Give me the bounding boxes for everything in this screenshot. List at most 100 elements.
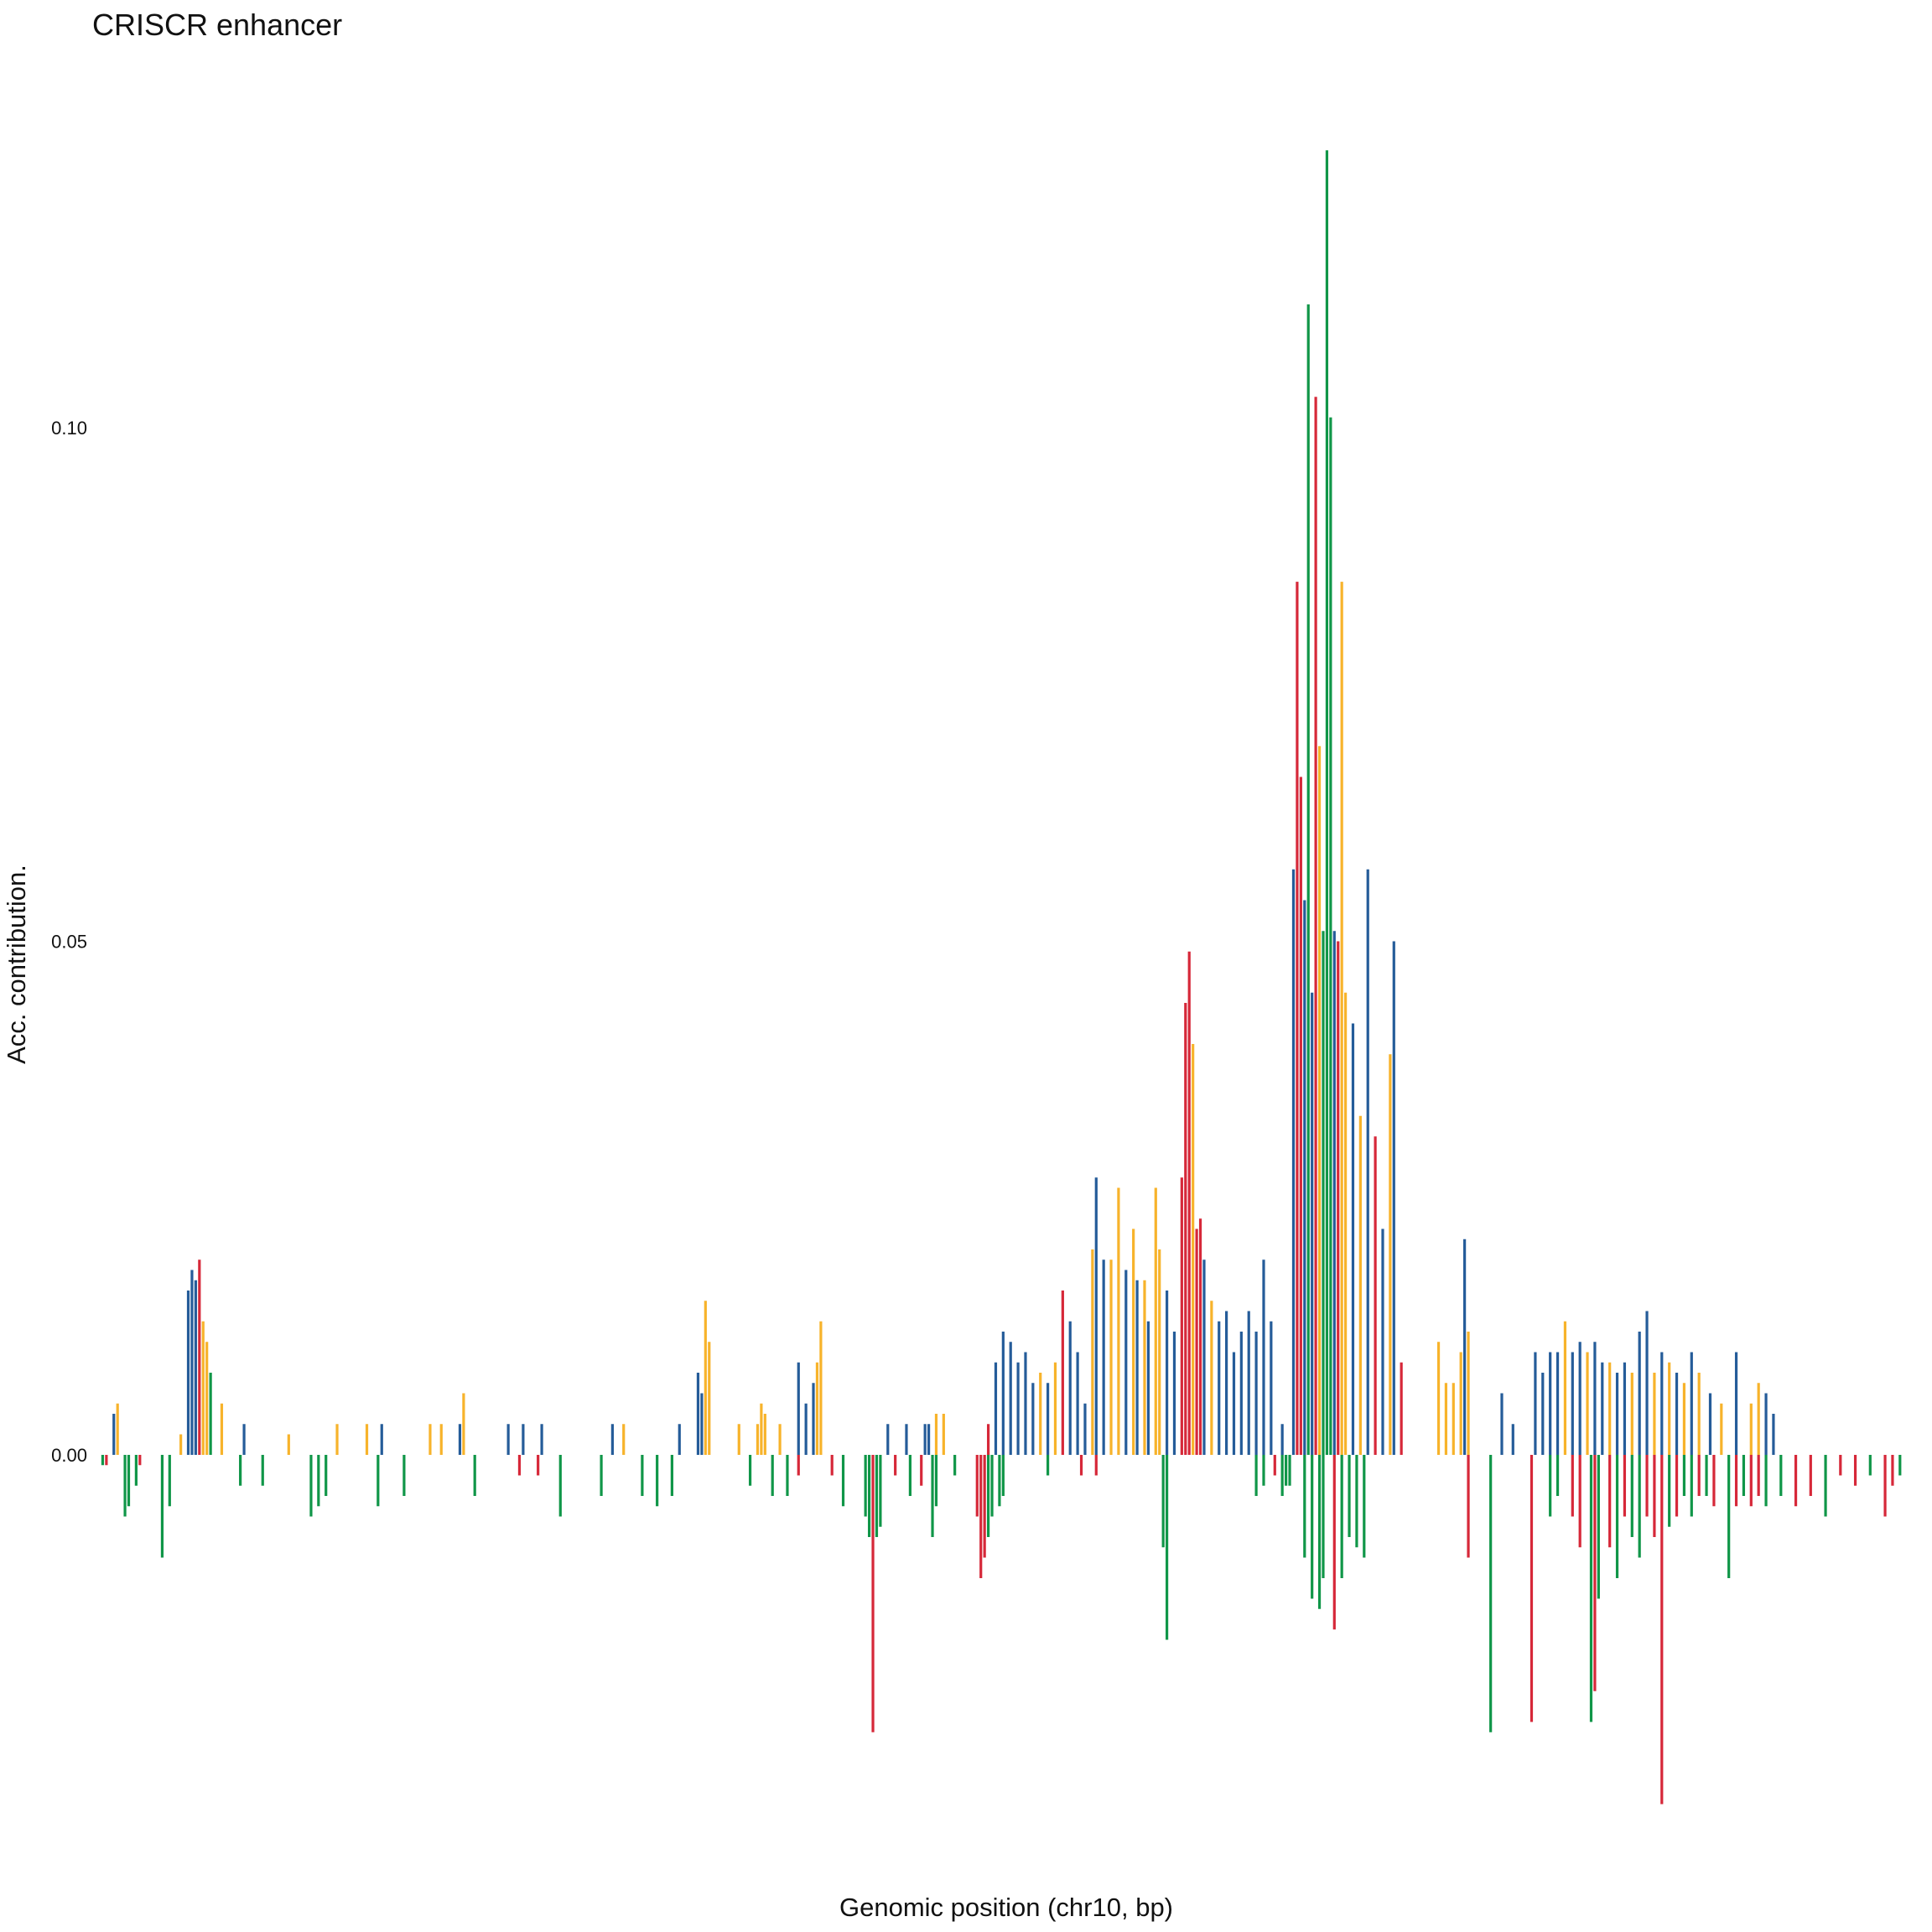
- positive-contribution-G-mark: [221, 1404, 223, 1455]
- positive-contribution-C-mark: [1077, 1353, 1079, 1456]
- positive-contribution-C-mark: [1002, 1332, 1005, 1455]
- negative-contribution-A-mark: [169, 1455, 171, 1506]
- chart-title: CRISCR enhancer: [92, 8, 342, 42]
- positive-contribution-G-mark: [1341, 582, 1343, 1455]
- negative-contribution-A-mark: [865, 1455, 867, 1517]
- negative-contribution-T-mark: [1080, 1455, 1083, 1476]
- negative-contribution-T-mark: [1571, 1455, 1574, 1517]
- positive-contribution-C-mark: [995, 1363, 997, 1455]
- negative-contribution-A-mark: [239, 1455, 242, 1486]
- negative-contribution-A-mark: [749, 1455, 751, 1486]
- positive-contribution-C-mark: [1571, 1353, 1574, 1456]
- positive-contribution-C-mark: [1541, 1373, 1544, 1455]
- negative-contribution-A-mark: [1341, 1455, 1343, 1578]
- positive-contribution-C-mark: [797, 1363, 800, 1455]
- positive-contribution-G-mark: [1758, 1383, 1760, 1455]
- positive-contribution-C-mark: [1381, 1229, 1384, 1456]
- positive-contribution-C-mark: [381, 1424, 383, 1455]
- negative-contribution-A-mark: [953, 1455, 956, 1476]
- positive-contribution-C-mark: [1281, 1424, 1284, 1455]
- positive-contribution-G-mark: [1683, 1383, 1685, 1455]
- positive-contribution-G-mark: [1460, 1353, 1462, 1456]
- positive-contribution-C-mark: [1136, 1280, 1139, 1455]
- negative-contribution-T-mark: [1675, 1455, 1678, 1517]
- positive-contribution-G-mark: [1158, 1249, 1161, 1455]
- positive-contribution-C-mark: [1270, 1322, 1272, 1455]
- negative-contribution-T-mark: [1593, 1455, 1596, 1691]
- negative-contribution-A-mark: [641, 1455, 643, 1496]
- negative-contribution-T-mark: [1530, 1455, 1533, 1722]
- positive-contribution-T-mark: [987, 1424, 989, 1455]
- positive-contribution-G-mark: [117, 1404, 119, 1455]
- positive-contribution-C-mark: [927, 1424, 930, 1455]
- positive-contribution-C-mark: [1735, 1353, 1737, 1456]
- negative-contribution-A-mark: [842, 1455, 844, 1506]
- negative-contribution-A-mark: [325, 1455, 327, 1496]
- negative-contribution-A-mark: [1690, 1455, 1693, 1517]
- positive-contribution-T-mark: [1337, 942, 1339, 1456]
- positive-contribution-G-mark: [1452, 1383, 1455, 1455]
- positive-contribution-T-mark: [1199, 1218, 1202, 1455]
- positive-contribution-G-mark: [179, 1435, 182, 1456]
- negative-contribution-A-mark: [1318, 1455, 1321, 1609]
- negative-contribution-T-mark: [105, 1455, 107, 1465]
- negative-contribution-A-mark: [990, 1455, 993, 1517]
- negative-contribution-A-mark: [1262, 1455, 1265, 1486]
- negative-contribution-T-mark: [1854, 1455, 1857, 1486]
- positive-contribution-G-mark: [1653, 1373, 1655, 1455]
- positive-contribution-C-mark: [1166, 1291, 1168, 1455]
- negative-contribution-A-mark: [402, 1455, 405, 1496]
- positive-contribution-G-mark: [1750, 1404, 1753, 1455]
- positive-contribution-C-mark: [242, 1424, 245, 1455]
- positive-contribution-C-mark: [1579, 1342, 1581, 1455]
- positive-contribution-C-mark: [459, 1424, 461, 1455]
- negative-contribution-A-mark: [1683, 1455, 1685, 1496]
- negative-contribution-A-mark: [868, 1455, 870, 1537]
- negative-contribution-A-mark: [101, 1455, 104, 1465]
- negative-contribution-A-mark: [127, 1455, 130, 1506]
- positive-contribution-G-mark: [462, 1394, 465, 1456]
- positive-contribution-G-mark: [708, 1342, 710, 1455]
- positive-contribution-G-mark: [335, 1424, 338, 1455]
- positive-contribution-C-mark: [1616, 1373, 1618, 1455]
- negative-contribution-A-mark: [559, 1455, 562, 1517]
- negative-contribution-A-mark: [1898, 1455, 1901, 1476]
- positive-contribution-A-mark: [1307, 304, 1310, 1455]
- y-tick-label: 0.10: [51, 418, 87, 439]
- positive-contribution-G-mark: [366, 1424, 368, 1455]
- positive-contribution-G-mark: [1210, 1301, 1213, 1455]
- negative-contribution-A-mark: [1348, 1455, 1350, 1537]
- negative-contribution-A-mark: [1281, 1455, 1284, 1496]
- positive-contribution-G-mark: [1039, 1373, 1041, 1455]
- negative-contribution-T-mark: [797, 1455, 800, 1476]
- positive-contribution-C-mark: [1675, 1373, 1678, 1455]
- positive-contribution-G-mark: [1389, 1054, 1391, 1455]
- positive-contribution-G-mark: [1668, 1363, 1670, 1455]
- positive-contribution-C-mark: [1240, 1332, 1243, 1455]
- negative-contribution-A-mark: [309, 1455, 312, 1517]
- positive-contribution-C-mark: [678, 1424, 681, 1455]
- negative-contribution-A-mark: [1668, 1455, 1670, 1527]
- positive-contribution-G-mark: [1132, 1229, 1135, 1456]
- positive-contribution-T-mark: [1062, 1291, 1064, 1455]
- positive-contribution-C-mark: [924, 1424, 927, 1455]
- positive-contribution-C-mark: [540, 1424, 543, 1455]
- negative-contribution-T-mark: [1735, 1455, 1737, 1506]
- negative-contribution-A-mark: [123, 1455, 126, 1517]
- negative-contribution-A-mark: [1489, 1455, 1492, 1732]
- positive-contribution-C-mark: [905, 1424, 907, 1455]
- positive-contribution-G-mark: [764, 1414, 766, 1455]
- negative-contribution-T-mark: [871, 1455, 874, 1732]
- positive-contribution-C-mark: [1083, 1404, 1086, 1455]
- negative-contribution-A-mark: [1002, 1455, 1005, 1496]
- negative-contribution-A-mark: [135, 1455, 138, 1486]
- negative-contribution-T-mark: [1623, 1455, 1626, 1517]
- negative-contribution-T-mark: [1653, 1455, 1655, 1537]
- positive-contribution-G-mark: [622, 1424, 625, 1455]
- negative-contribution-T-mark: [1698, 1455, 1701, 1496]
- positive-contribution-C-mark: [1709, 1394, 1711, 1456]
- negative-contribution-A-mark: [786, 1455, 788, 1496]
- positive-contribution-C-mark: [1660, 1353, 1663, 1456]
- positive-contribution-C-mark: [1046, 1383, 1049, 1455]
